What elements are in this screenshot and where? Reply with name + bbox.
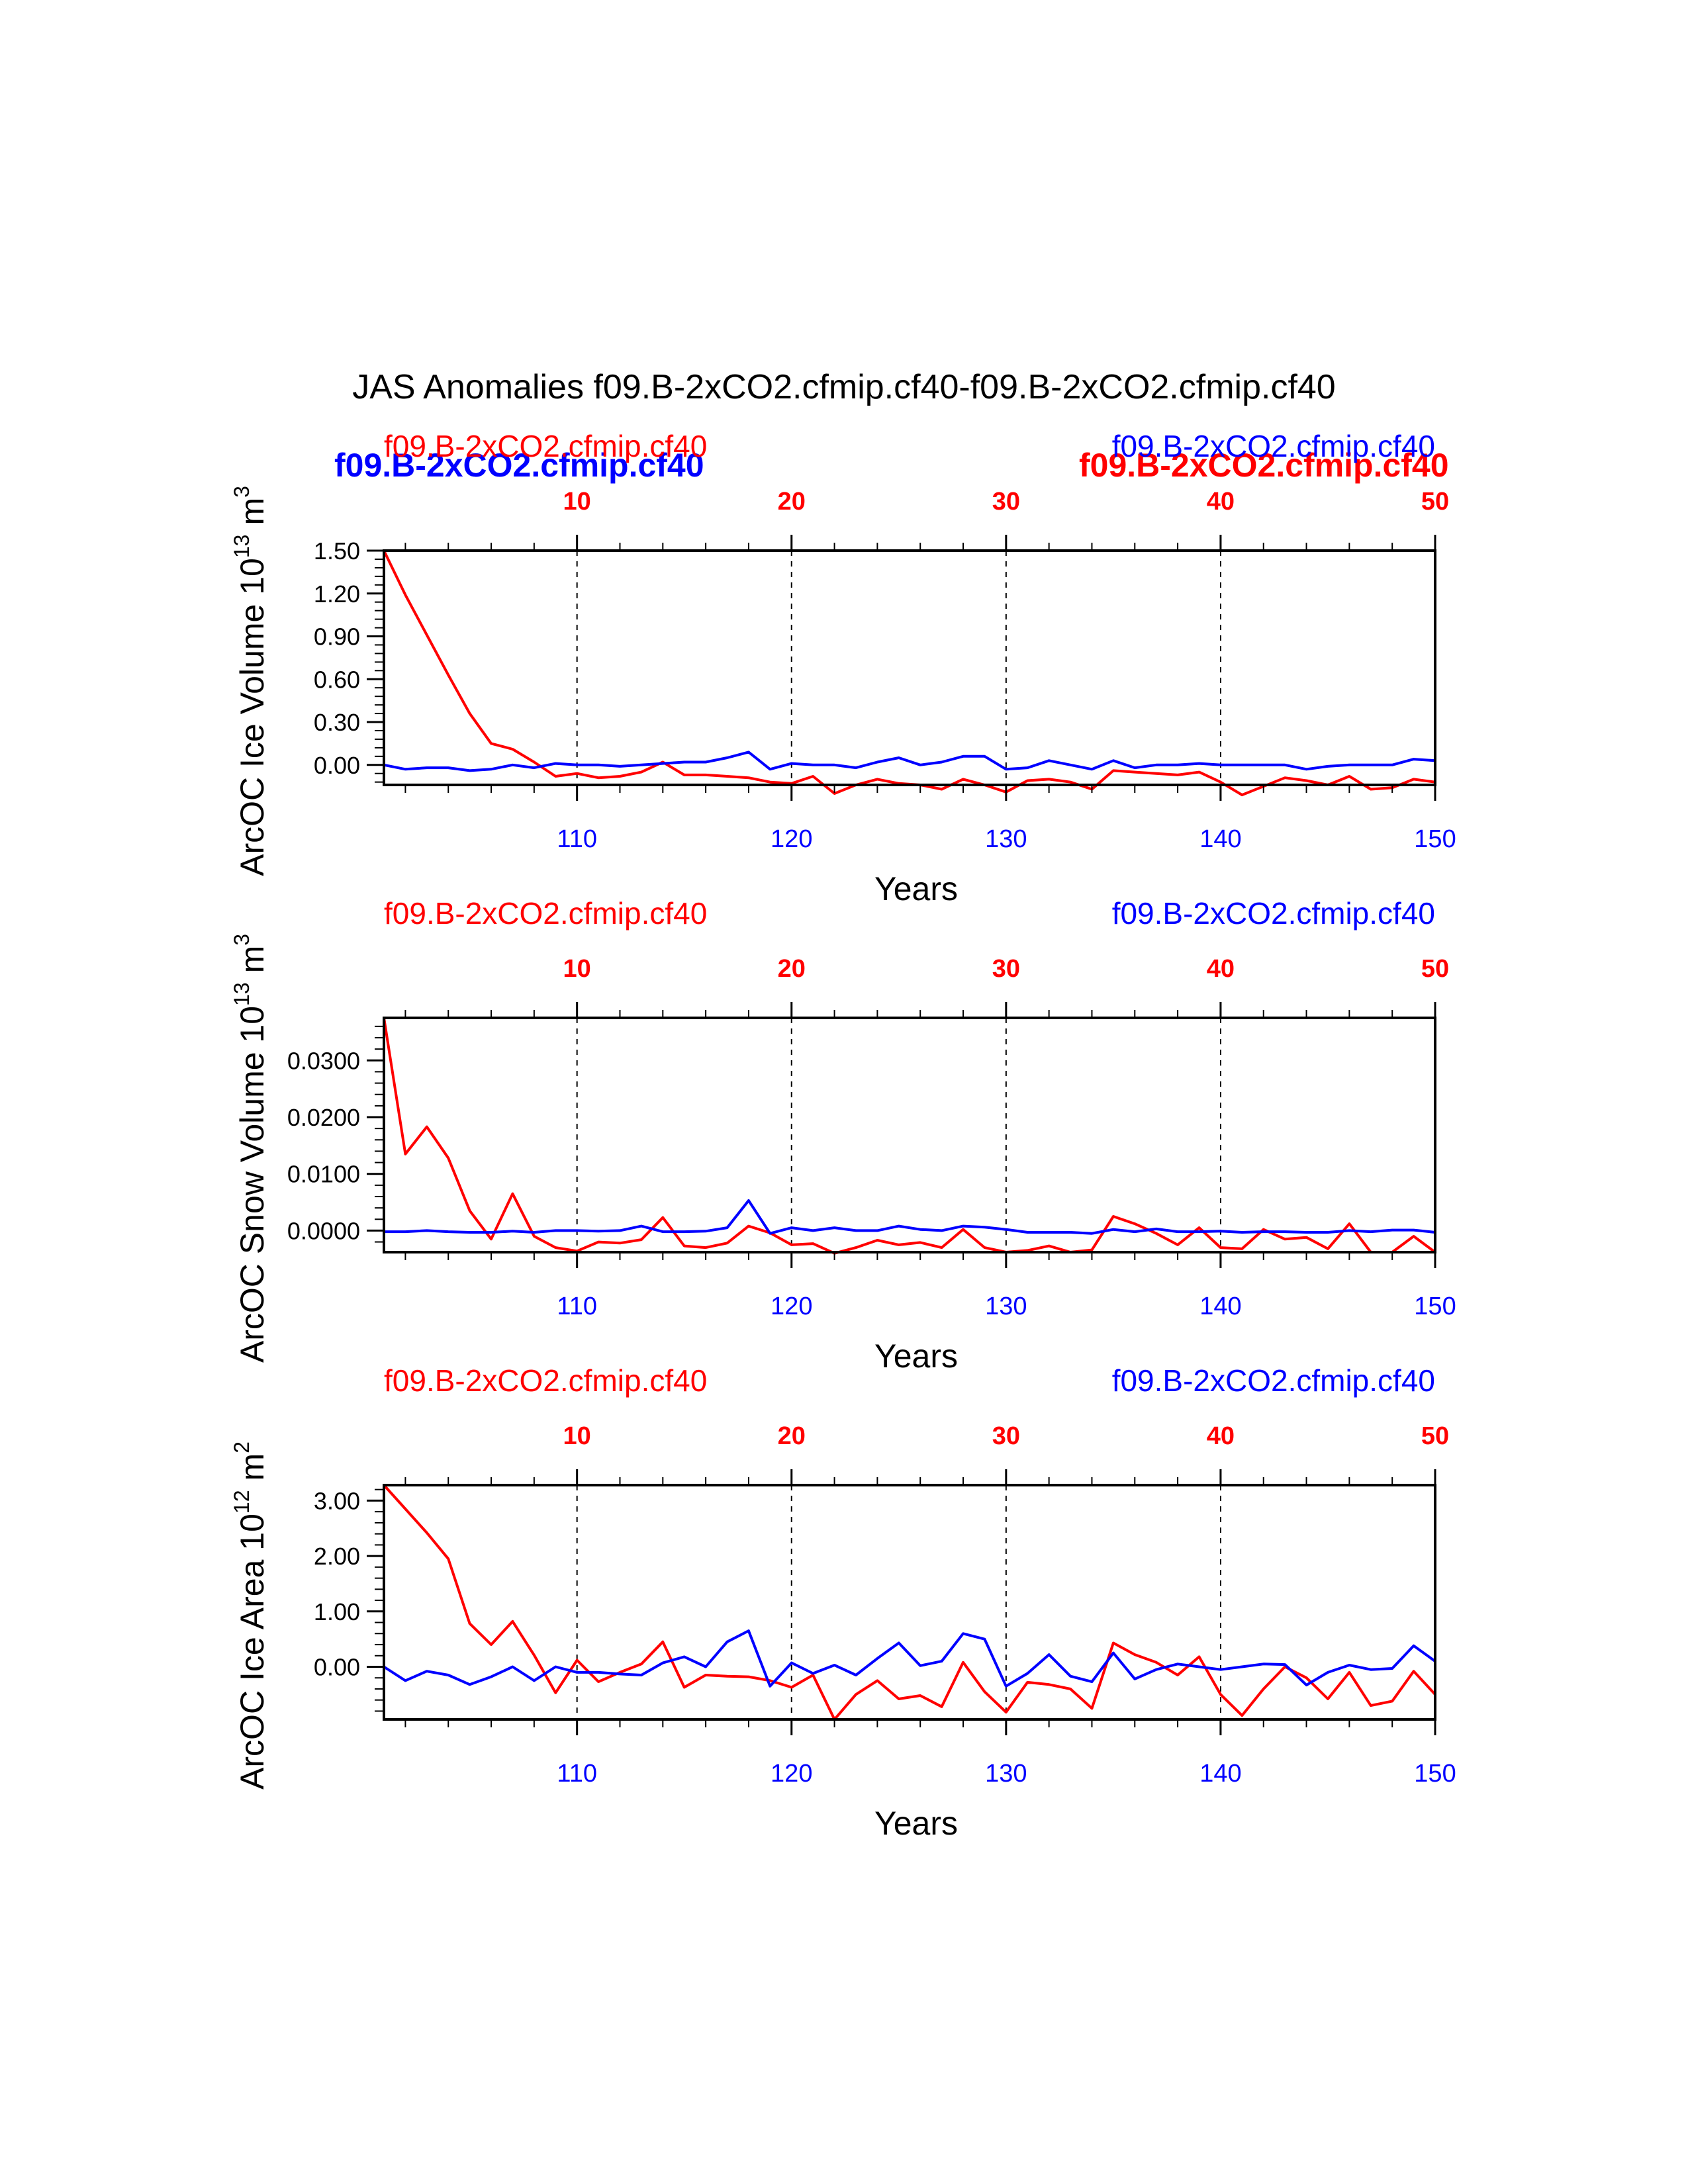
series-blue xyxy=(383,1629,1436,1688)
yaxis-title: ArcOC Ice Volume 1013 m3 xyxy=(230,486,271,876)
xtick-top-label: 40 xyxy=(1207,488,1235,516)
case-label-red: f09.B-2xCO2.cfmip.cf40 xyxy=(384,1363,707,1398)
yaxis-title-main: ArcOC Snow Volume 10 xyxy=(234,1006,271,1363)
series-line xyxy=(383,751,1436,772)
xtick-bottom-label: 150 xyxy=(1414,1293,1456,1320)
xtick-bottom-label: 150 xyxy=(1414,1760,1456,1788)
yaxis-title-unit-exp: 3 xyxy=(230,934,254,946)
series-red xyxy=(383,1017,1436,1255)
ytick-label: 3.00 xyxy=(314,1487,360,1514)
yaxis-title-unit-exp: 3 xyxy=(230,486,254,498)
yaxis-title-unit-exp: 2 xyxy=(230,1441,254,1453)
panels: 1.50 1.20 0.90 0.60 0.30 0.00 10 110 20 120 30 130 4… xyxy=(230,429,1456,1842)
xtick-bottom-label: 130 xyxy=(985,825,1027,853)
panel-2: 0.0300 0.0200 0.0100 0.0000 10 110 20 120 30 130 4… xyxy=(230,896,1456,1375)
ytick-label: 0.00 xyxy=(314,1653,360,1680)
xtick-top-label: 30 xyxy=(992,488,1020,516)
xtick-bottom-label: 120 xyxy=(771,1293,812,1320)
xtick-top-label: 10 xyxy=(563,955,591,983)
overlap-legend: f09.B-2xCO2.cfmip.cf40 f09.B-2xCO2.cfmip… xyxy=(334,447,1449,484)
yaxis-title-exp: 13 xyxy=(230,535,254,559)
series-line xyxy=(384,1199,1436,1235)
xtick-bottom-label: 120 xyxy=(771,1760,812,1788)
yaxis-title-main: ArcOC Ice Area 10 xyxy=(234,1514,271,1790)
xtick-top-label: 10 xyxy=(563,1422,591,1450)
xtick-top-label: 50 xyxy=(1421,955,1449,983)
xtick-top-label: 20 xyxy=(778,488,806,516)
case-label-blue: f09.B-2xCO2.cfmip.cf40 xyxy=(1112,896,1435,931)
xtick-bottom-label: 110 xyxy=(557,1293,597,1320)
overlap-case-red: f09.B-2xCO2.cfmip.cf40 xyxy=(1079,447,1449,484)
xaxis-title: Years xyxy=(874,1338,958,1375)
ytick-label: 0.0300 xyxy=(287,1047,360,1074)
xtick-bottom-label: 120 xyxy=(771,825,812,853)
xtick-top-label: 40 xyxy=(1207,1422,1235,1450)
plot-frame xyxy=(383,1484,1436,1721)
series-red xyxy=(383,550,1436,797)
yaxis-title-unit: m xyxy=(234,498,271,525)
panel-1: 1.50 1.20 0.90 0.60 0.30 0.00 10 110 20 120 30 130 4… xyxy=(230,429,1456,907)
yaxis-title-unit: m xyxy=(234,946,271,974)
series-line xyxy=(383,550,1436,797)
xtick-top-label: 20 xyxy=(778,1422,806,1450)
series-red xyxy=(383,1484,1436,1721)
xtick-bottom-label: 110 xyxy=(557,825,597,853)
xtick-bottom-label: 130 xyxy=(985,1760,1027,1788)
xtick-top-label: 30 xyxy=(992,1422,1020,1450)
yaxis-title-exp: 12 xyxy=(230,1490,254,1514)
ytick-label: 0.30 xyxy=(314,709,360,736)
ytick-label: 0.00 xyxy=(314,752,360,779)
series-line xyxy=(383,1484,1436,1721)
xtick-top-label: 40 xyxy=(1207,955,1235,983)
yaxis-title: ArcOC Snow Volume 1013 m3 xyxy=(230,934,271,1363)
yaxis-title-main: ArcOC Ice Volume 10 xyxy=(234,558,271,876)
ytick-label: 0.90 xyxy=(314,623,360,651)
series-blue xyxy=(383,751,1436,772)
xtick-bottom-label: 140 xyxy=(1199,1760,1241,1788)
series-line xyxy=(383,1629,1436,1688)
figure-title: JAS Anomalies f09.B-2xCO2.cfmip.cf40-f09… xyxy=(352,368,1335,406)
case-label-red: f09.B-2xCO2.cfmip.cf40 xyxy=(384,429,707,463)
xtick-bottom-label: 140 xyxy=(1199,825,1241,853)
xaxis-title: Years xyxy=(874,870,958,907)
case-label-blue: f09.B-2xCO2.cfmip.cf40 xyxy=(1112,429,1435,463)
xtick-bottom-label: 130 xyxy=(985,1293,1027,1320)
ytick-label: 1.20 xyxy=(314,580,360,608)
xtick-bottom-label: 150 xyxy=(1414,825,1456,853)
yaxis-title-unit: m xyxy=(234,1453,271,1481)
ytick-label: 0.0100 xyxy=(287,1161,360,1188)
xtick-top-label: 50 xyxy=(1421,488,1449,516)
overlap-case-blue: f09.B-2xCO2.cfmip.cf40 xyxy=(334,447,704,484)
yaxis-title: ArcOC Ice Area 1012 m2 xyxy=(230,1441,271,1790)
xtick-top-label: 50 xyxy=(1421,1422,1449,1450)
ytick-label: 0.0200 xyxy=(287,1104,360,1131)
case-label-red: f09.B-2xCO2.cfmip.cf40 xyxy=(384,896,707,931)
xtick-bottom-label: 140 xyxy=(1199,1293,1241,1320)
ytick-label: 0.60 xyxy=(314,666,360,693)
panel-3: 3.00 2.00 1.00 0.00 10 110 20 120 30 130 40 140 50 15… xyxy=(230,1363,1456,1842)
ytick-label: 0.0000 xyxy=(287,1217,360,1244)
case-label-blue: f09.B-2xCO2.cfmip.cf40 xyxy=(1112,1363,1435,1398)
ytick-label: 1.00 xyxy=(314,1598,360,1625)
xtick-bottom-label: 110 xyxy=(557,1760,597,1788)
series-line xyxy=(383,1017,1436,1255)
ytick-label: 1.50 xyxy=(314,537,360,565)
ytick-label: 2.00 xyxy=(314,1543,360,1570)
xtick-top-label: 30 xyxy=(992,955,1020,983)
plot-frame xyxy=(383,549,1436,786)
yaxis-title-exp: 13 xyxy=(230,982,254,1006)
series-blue xyxy=(383,1199,1436,1235)
xtick-top-label: 20 xyxy=(778,955,806,983)
plot-frame xyxy=(383,1017,1436,1253)
xtick-top-label: 10 xyxy=(563,488,591,516)
xaxis-title: Years xyxy=(874,1805,958,1842)
